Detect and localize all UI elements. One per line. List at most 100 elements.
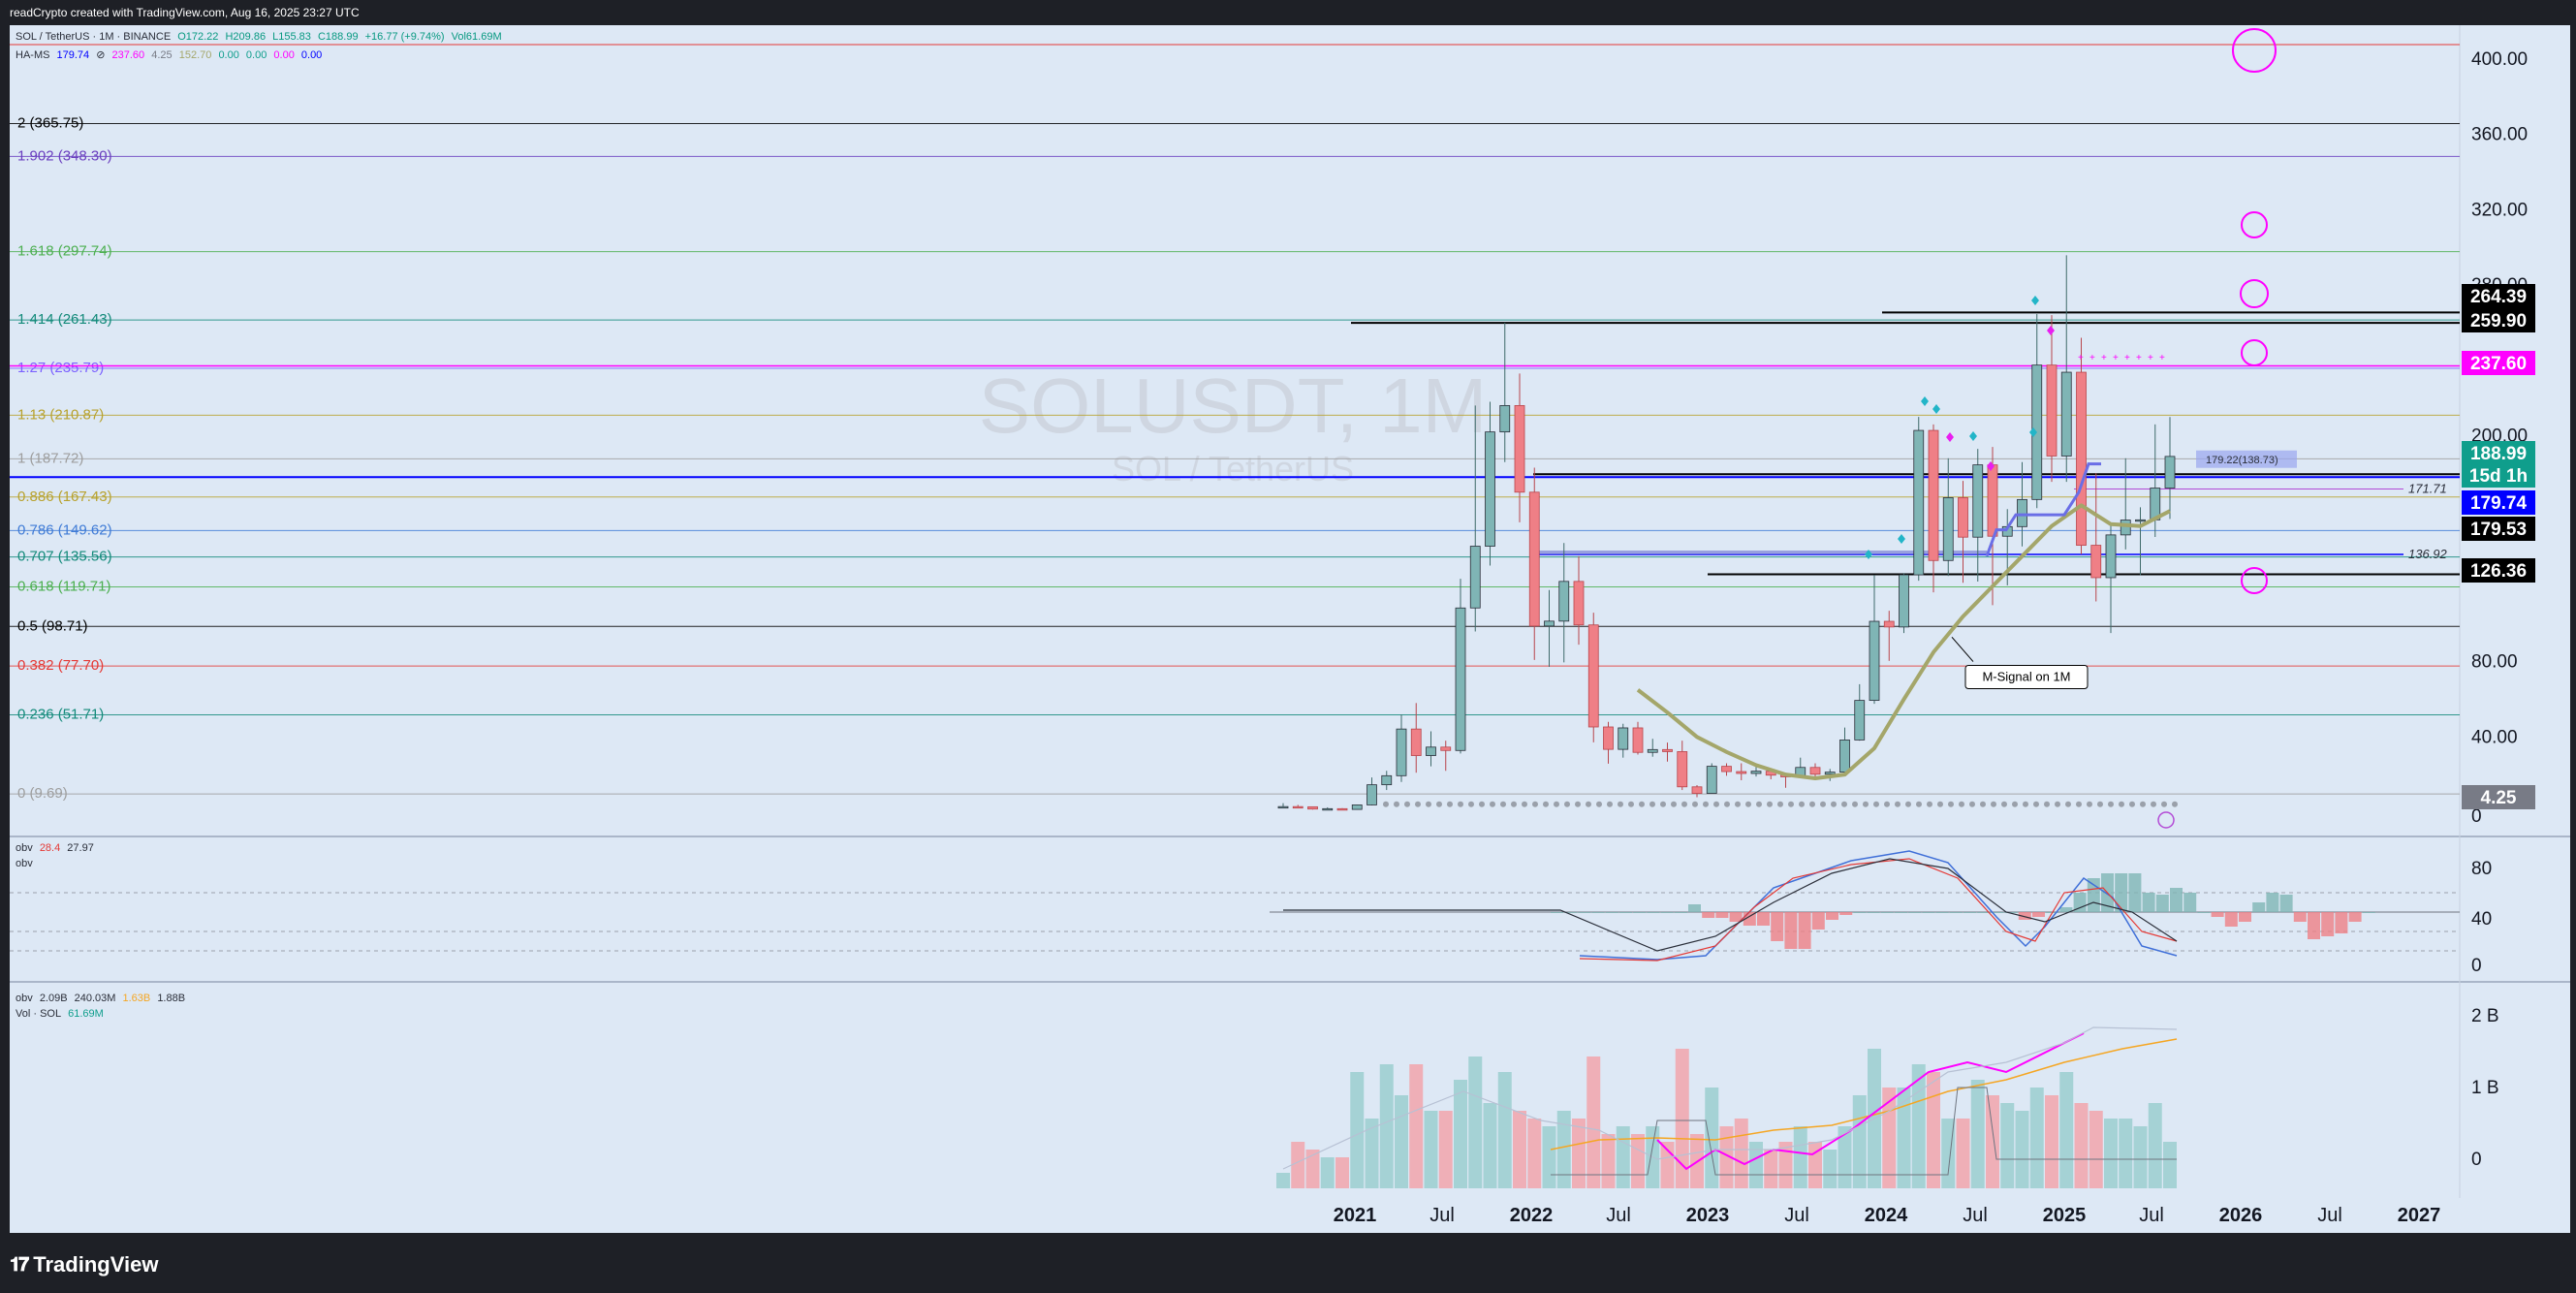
osc-histogram-bar xyxy=(2362,912,2375,913)
vol-name: Vol · SOL xyxy=(16,1008,62,1020)
osc-histogram-bar xyxy=(1551,912,1563,913)
price-badge xyxy=(2462,785,2535,809)
fib-label: 0.236 (51.71) xyxy=(17,707,104,723)
time-tick: Jul xyxy=(2139,1205,2164,1226)
base-dot xyxy=(1767,801,1773,807)
obv-vol-legend[interactable]: obv 2.09B 240.03M 1.63B 1.88B xyxy=(16,993,189,1004)
candle-body xyxy=(1587,624,1599,728)
tradingview-logo[interactable]: 𝟏𝟕 TradingView xyxy=(10,1252,158,1277)
base-dot xyxy=(2140,801,2146,807)
magenta-marker xyxy=(2047,326,2055,335)
hidden-icon[interactable]: ⊘ xyxy=(96,49,106,61)
obv-rsi-legend[interactable]: obv 28.4 27.97 xyxy=(16,842,98,854)
alert-bolt-icon xyxy=(2157,811,2175,829)
osc-histogram-bar xyxy=(1784,912,1798,949)
candle-body xyxy=(1839,740,1850,773)
candle-body xyxy=(1809,767,1821,775)
signal-callout-pointer xyxy=(1951,637,1974,662)
signal-callout-text: M-Signal on 1M xyxy=(1982,669,2070,683)
obv-rsi-sub-legend: obv xyxy=(16,858,37,869)
base-dot xyxy=(1692,801,1698,807)
volume-bar xyxy=(1764,1150,1778,1188)
volume-bar xyxy=(1986,1095,1999,1188)
price-tick: 40.00 xyxy=(2471,727,2518,747)
volume-bar xyxy=(1749,1142,1763,1188)
vol-legend[interactable]: Vol · SOL 61.69M xyxy=(16,1008,108,1020)
fib-label: 0 (9.69) xyxy=(17,785,68,802)
base-dot xyxy=(1404,801,1410,807)
target-circle xyxy=(2240,279,2269,308)
base-dot xyxy=(1788,801,1794,807)
time-tick: 2023 xyxy=(1686,1205,1730,1226)
chart-frame[interactable]: SOLUSDT, 1M SOL / TetherUS 2 (365.75) 1.9… xyxy=(10,25,2570,1233)
osc-histogram-bar xyxy=(2321,912,2335,936)
base-dot xyxy=(2065,801,2071,807)
base-dot xyxy=(1426,801,1431,807)
target-circle xyxy=(2232,28,2277,73)
obv-vol-value: 2.09B xyxy=(39,993,68,1004)
chart-canvas[interactable]: SOLUSDT, 1M SOL / TetherUS 2 (365.75) 1.9… xyxy=(10,25,2570,1233)
volume-bar xyxy=(1335,1157,1349,1188)
oscillator-layer xyxy=(10,850,2460,962)
volume-bar xyxy=(2104,1119,2118,1188)
candle-body xyxy=(1426,746,1436,756)
price-badge xyxy=(2462,351,2535,375)
candle-body xyxy=(2060,371,2072,457)
osc-histogram-bar xyxy=(1977,912,1991,913)
obv-ma-line xyxy=(1550,1038,2178,1151)
teal-marker xyxy=(1898,534,1905,544)
plus-marker: + xyxy=(2124,353,2130,363)
time-tick: Jul xyxy=(1606,1205,1631,1226)
osc-histogram-bar xyxy=(2224,912,2238,927)
candle-body xyxy=(1292,805,1304,809)
osc-histogram-bar xyxy=(1591,912,1605,913)
fib-label: 0.786 (149.62) xyxy=(17,521,112,538)
candle-body xyxy=(2046,364,2058,457)
base-dot xyxy=(1436,801,1442,807)
credit-text: readCrypto created with TradingView.com,… xyxy=(10,6,360,19)
candle-body xyxy=(1455,607,1466,751)
obv-vol-name: obv xyxy=(16,993,33,1004)
base-dot xyxy=(1649,801,1655,807)
volume-bar xyxy=(1897,1088,1911,1188)
candle-body xyxy=(2076,371,2087,546)
base-dot xyxy=(1745,801,1751,807)
osc-histogram-bar xyxy=(1826,912,1838,920)
base-dot xyxy=(1458,801,1463,807)
indicator-value: 237.60 xyxy=(111,49,145,61)
base-dot xyxy=(1927,801,1932,807)
base-dot xyxy=(1916,801,1922,807)
osc-histogram-bar xyxy=(1839,912,1853,915)
fib-label: 0.618 (119.71) xyxy=(17,578,110,594)
price-badge-label: 188.99 xyxy=(2470,444,2527,464)
volume-bar xyxy=(1527,1119,1542,1188)
volume-bar xyxy=(2029,1088,2044,1188)
legend-change: +16.77 (+9.74%) xyxy=(364,31,445,43)
base-dot xyxy=(1905,801,1911,807)
obv-rsi-name: obv xyxy=(16,842,33,854)
price-tick: 360.00 xyxy=(2471,125,2528,145)
indicator-legend[interactable]: HA-MS 179.74 ⊘ 237.60 4.25 152.70 0.00 0… xyxy=(16,48,326,61)
base-dot xyxy=(2108,801,2114,807)
teal-marker xyxy=(1865,550,1872,559)
candle-body xyxy=(1499,405,1511,433)
candle-body xyxy=(1706,766,1717,794)
base-dot xyxy=(1799,801,1805,807)
osc-histogram-bar xyxy=(1991,912,2004,913)
price-badge xyxy=(2462,558,2535,583)
price-tick: 400.00 xyxy=(2471,49,2528,70)
base-dot xyxy=(1969,801,1975,807)
osc-histogram-bar xyxy=(1922,912,1935,913)
volume-bar xyxy=(2148,1103,2162,1188)
base-dot xyxy=(1383,801,1389,807)
volume-bar xyxy=(1601,1134,1616,1188)
base-dot xyxy=(1660,801,1666,807)
osc-histogram-bar xyxy=(2115,873,2128,912)
volume-bar xyxy=(1956,1119,1970,1188)
osc-histogram-bar xyxy=(1853,912,1867,913)
candle-body xyxy=(1367,784,1377,805)
base-dot xyxy=(2001,801,2007,807)
price-badge-label: 259.90 xyxy=(2470,311,2527,331)
fib-label: 1.902 (348.30) xyxy=(17,147,112,164)
base-dot xyxy=(1522,801,1527,807)
